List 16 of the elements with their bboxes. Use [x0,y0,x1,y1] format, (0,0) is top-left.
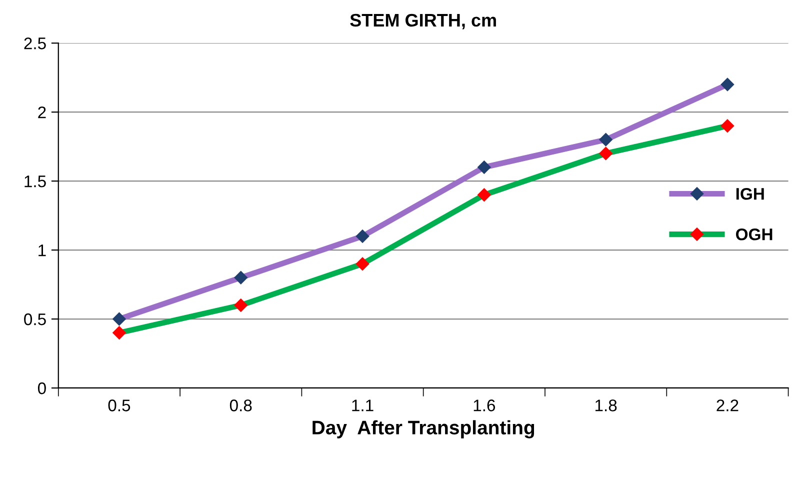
x-tick-label: 1.8 [596,400,617,412]
x-tick-label: 0.5 [108,400,130,412]
y-tick-label: 2.5 [24,38,46,50]
x-tick-label: 1.6 [474,400,496,412]
x-axis-title: Day After Transplanting [312,420,534,438]
y-tick-label: 0.5 [24,313,46,326]
legend-label: IGH [736,188,764,200]
x-tick-label: 1.1 [352,400,374,412]
x-tick-label: 0.8 [230,400,252,412]
y-tick-label: 1.5 [24,176,46,188]
chart-title: STEM GIRTH, cm [350,14,496,30]
y-tick-label: 2 [38,106,46,118]
legend-label: OGH [736,228,772,240]
y-tick-label: 1 [38,244,46,256]
y-tick-label: 0 [38,382,46,394]
x-tick-label: 2.2 [716,400,738,412]
